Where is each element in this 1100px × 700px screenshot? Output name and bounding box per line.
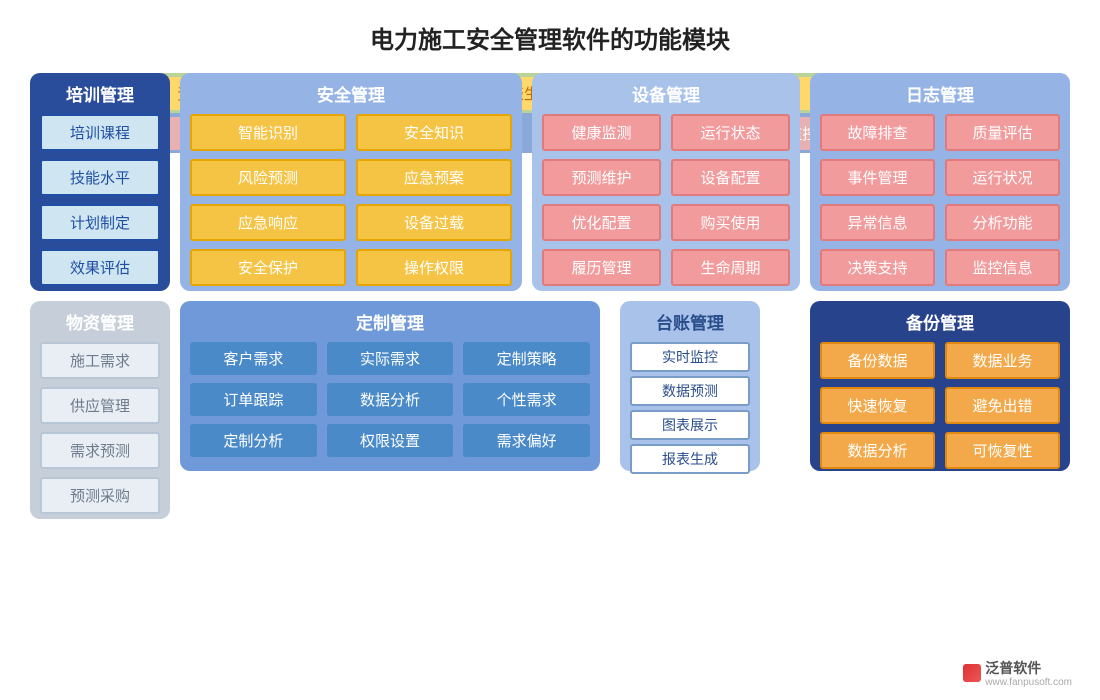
panel-ledger: 台账管理 实时监控数据预测图表展示报表生成 xyxy=(620,301,760,471)
module-item: 运行状态 xyxy=(671,114,790,151)
module-item: 培训课程 xyxy=(40,114,160,151)
module-item: 需求预测 xyxy=(40,432,160,469)
module-item: 分析功能 xyxy=(945,204,1060,241)
module-item: 数据分析 xyxy=(327,383,454,416)
diagram-grid: 培训管理 培训课程技能水平计划制定效果评估 安全管理 智能识别安全知识风险预测应… xyxy=(30,73,1070,153)
module-item: 订单跟踪 xyxy=(190,383,317,416)
module-item: 数据预测 xyxy=(630,376,750,406)
module-item: 客户需求 xyxy=(190,342,317,375)
module-item: 监控信息 xyxy=(945,249,1060,286)
panel-training: 培训管理 培训课程技能水平计划制定效果评估 xyxy=(30,73,170,291)
module-item: 技能水平 xyxy=(40,159,160,196)
watermark: 泛普软件 www.fanpusoft.com xyxy=(963,658,1072,688)
module-item: 故障排查 xyxy=(820,114,935,151)
module-item: 可恢复性 xyxy=(945,432,1060,469)
module-item: 应急响应 xyxy=(190,204,346,241)
module-item: 应急预案 xyxy=(356,159,512,196)
module-item: 实时监控 xyxy=(630,342,750,372)
module-item: 施工需求 xyxy=(40,342,160,379)
module-item: 安全知识 xyxy=(356,114,512,151)
module-item: 质量评估 xyxy=(945,114,1060,151)
module-item: 数据业务 xyxy=(945,342,1060,379)
panel-custom-title: 定制管理 xyxy=(190,309,590,334)
panel-backup-title: 备份管理 xyxy=(820,309,1060,334)
panel-training-title: 培训管理 xyxy=(40,81,160,106)
module-item: 避免出错 xyxy=(945,387,1060,424)
watermark-url: www.fanpusoft.com xyxy=(985,678,1072,688)
module-item: 预测维护 xyxy=(542,159,661,196)
module-item: 定制策略 xyxy=(463,342,590,375)
module-item: 运行状况 xyxy=(945,159,1060,196)
panel-safety-title: 安全管理 xyxy=(190,81,512,106)
module-item: 图表展示 xyxy=(630,410,750,440)
module-item: 效果评估 xyxy=(40,249,160,286)
watermark-name: 泛普软件 xyxy=(985,660,1041,676)
panel-equipment: 设备管理 健康监测运行状态预测维护设备配置优化配置购买使用履历管理生命周期 xyxy=(532,73,800,291)
module-item: 报表生成 xyxy=(630,444,750,474)
module-item: 权限设置 xyxy=(327,424,454,457)
module-item: 需求偏好 xyxy=(463,424,590,457)
module-item: 设备过载 xyxy=(356,204,512,241)
module-item: 计划制定 xyxy=(40,204,160,241)
module-item: 决策支持 xyxy=(820,249,935,286)
panel-log: 日志管理 故障排查质量评估事件管理运行状况异常信息分析功能决策支持监控信息 xyxy=(810,73,1070,291)
module-item: 健康监测 xyxy=(542,114,661,151)
page-title: 电力施工安全管理软件的功能模块 xyxy=(30,20,1070,55)
panel-log-title: 日志管理 xyxy=(820,81,1060,106)
module-item: 安全保护 xyxy=(190,249,346,286)
module-item: 数据分析 xyxy=(820,432,935,469)
panel-material: 物资管理 施工需求供应管理需求预测预测采购 xyxy=(30,301,170,519)
module-item: 供应管理 xyxy=(40,387,160,424)
module-item: 实际需求 xyxy=(327,342,454,375)
panel-ledger-title: 台账管理 xyxy=(630,309,750,334)
module-item: 异常信息 xyxy=(820,204,935,241)
module-item: 生命周期 xyxy=(671,249,790,286)
module-item: 优化配置 xyxy=(542,204,661,241)
module-item: 设备配置 xyxy=(671,159,790,196)
panel-backup: 备份管理 备份数据数据业务快速恢复避免出错数据分析可恢复性 xyxy=(810,301,1070,471)
module-item: 预测采购 xyxy=(40,477,160,514)
module-item: 备份数据 xyxy=(820,342,935,379)
module-item: 履历管理 xyxy=(542,249,661,286)
panel-material-title: 物资管理 xyxy=(40,309,160,334)
module-item: 个性需求 xyxy=(463,383,590,416)
module-item: 风险预测 xyxy=(190,159,346,196)
module-item: 操作权限 xyxy=(356,249,512,286)
module-item: 智能识别 xyxy=(190,114,346,151)
panel-equipment-title: 设备管理 xyxy=(542,81,790,106)
module-item: 事件管理 xyxy=(820,159,935,196)
panel-safety: 安全管理 智能识别安全知识风险预测应急预案应急响应设备过载安全保护操作权限 xyxy=(180,73,522,291)
module-item: 定制分析 xyxy=(190,424,317,457)
module-item: 快速恢复 xyxy=(820,387,935,424)
module-item: 购买使用 xyxy=(671,204,790,241)
panel-custom: 定制管理 客户需求实际需求定制策略订单跟踪数据分析个性需求定制分析权限设置需求偏… xyxy=(180,301,600,471)
watermark-logo-icon xyxy=(963,664,981,682)
